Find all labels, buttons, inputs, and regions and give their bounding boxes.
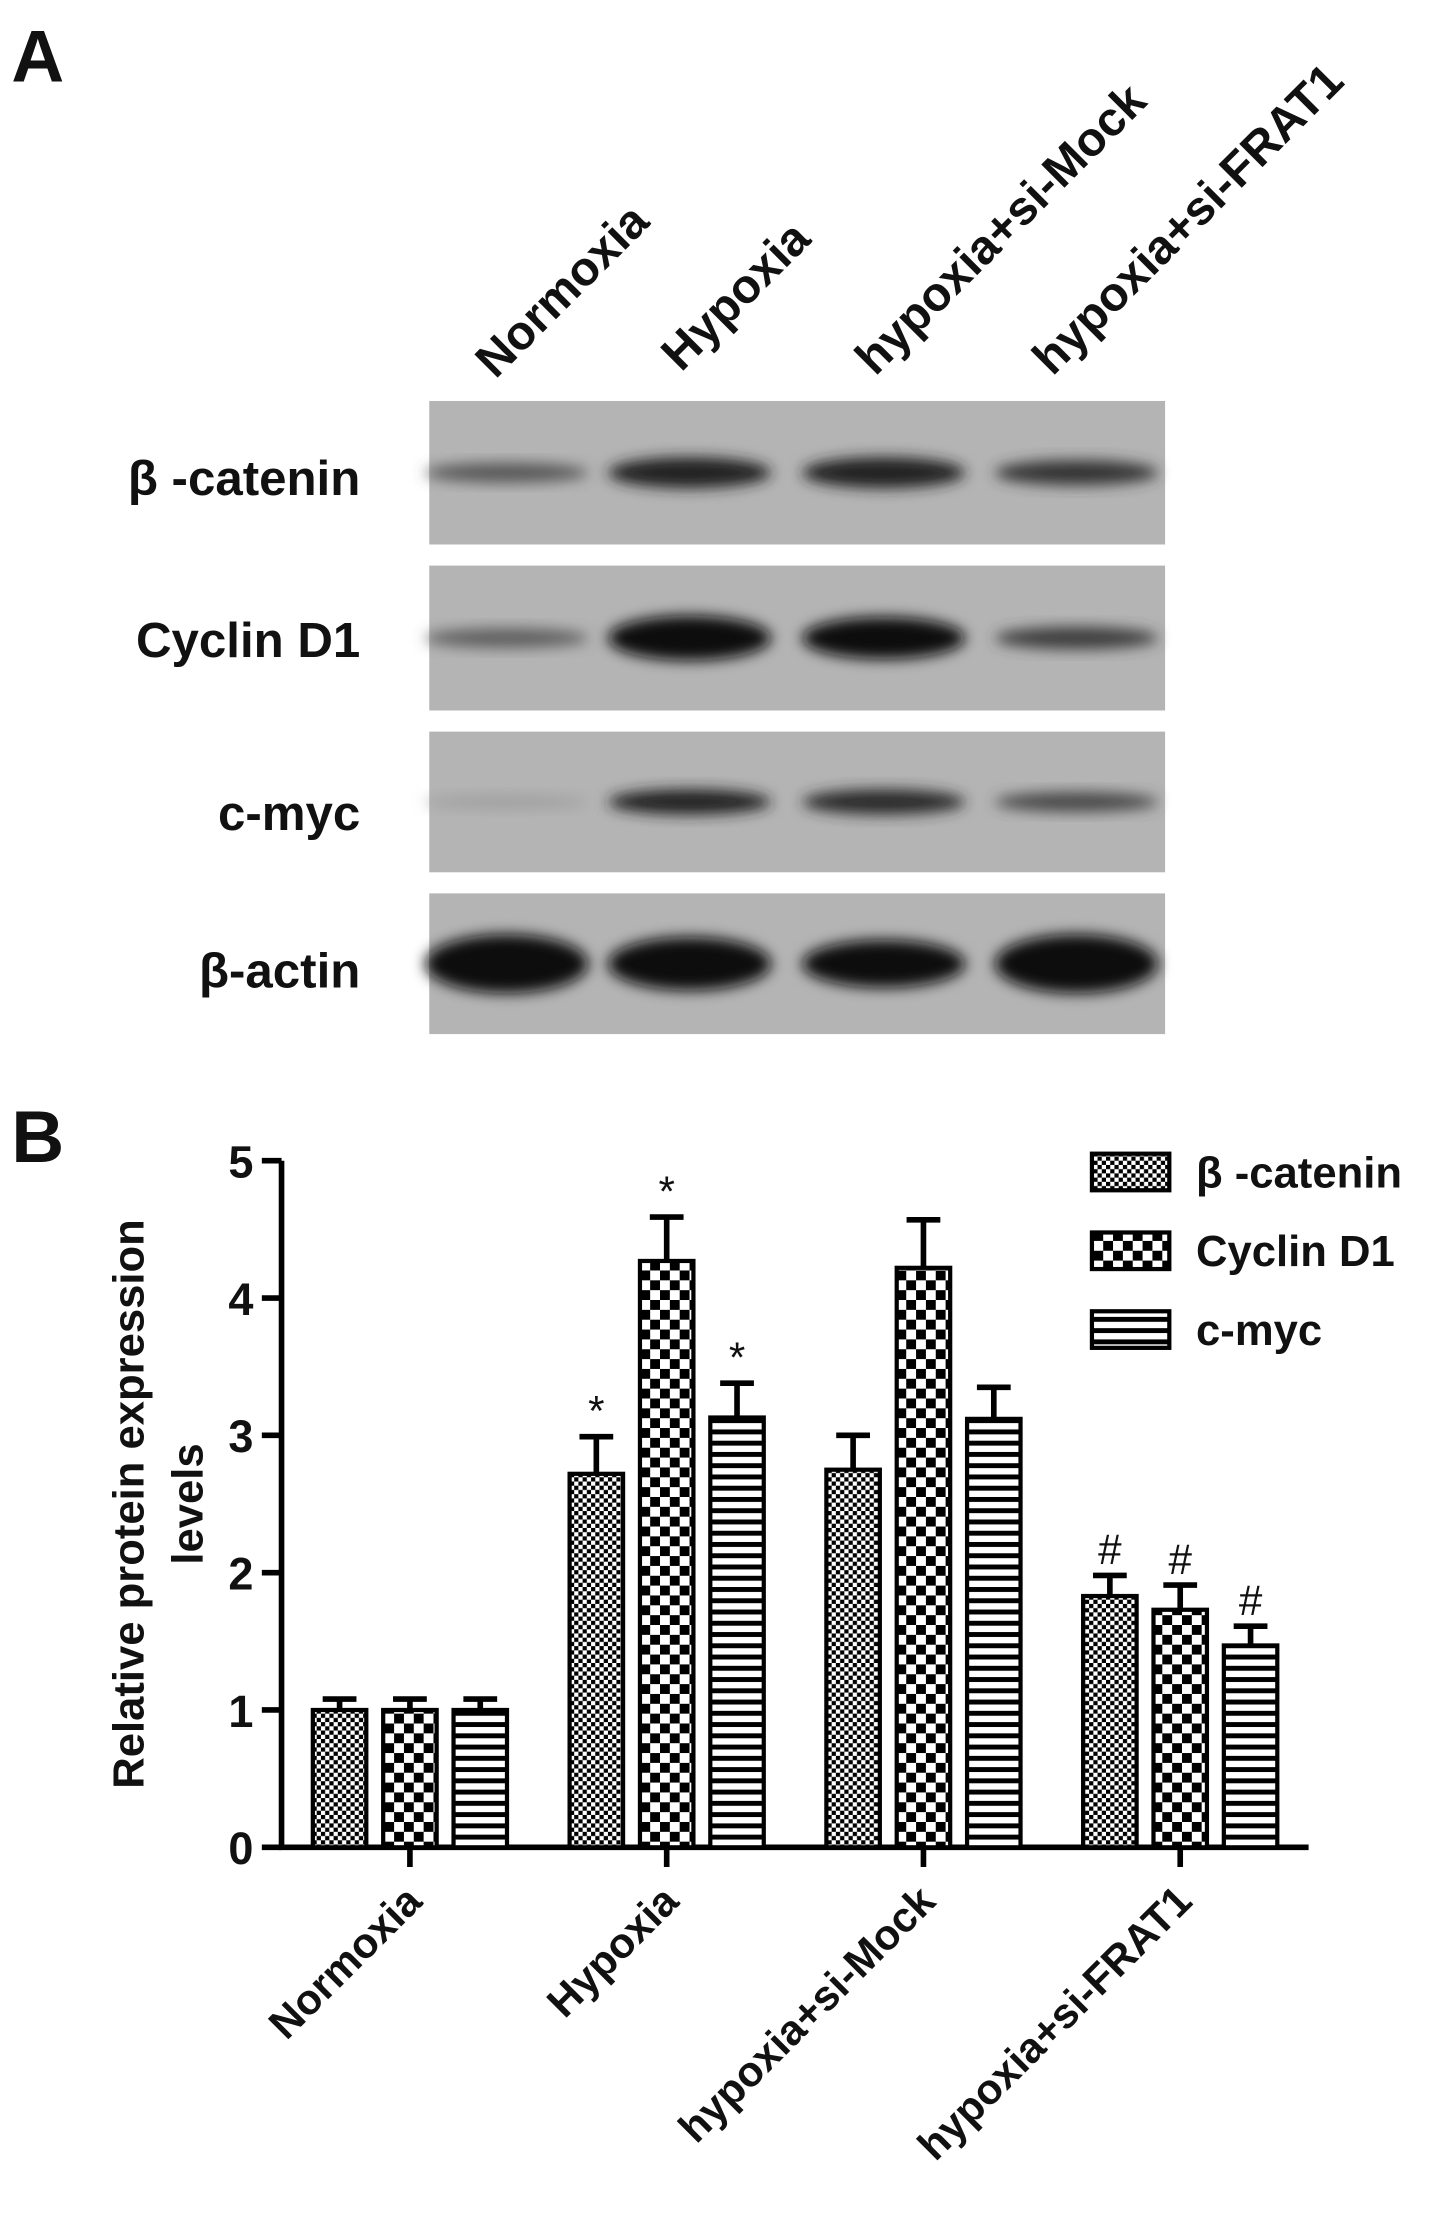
error-bar	[1092, 1572, 1127, 1597]
lane-label: Normoxia	[466, 194, 660, 388]
blot-band	[607, 937, 772, 991]
lane-label: hypoxia+si-FRAT1	[1023, 54, 1354, 385]
error-bar	[720, 1380, 754, 1418]
error-bar	[1233, 1623, 1268, 1646]
blot-band	[994, 460, 1159, 486]
error-bar	[649, 1214, 684, 1261]
bar	[381, 1707, 439, 1850]
bar	[894, 1265, 953, 1850]
bar	[708, 1415, 766, 1850]
bar	[1081, 1593, 1139, 1850]
significance-mark: #	[1239, 1577, 1263, 1624]
blot-band	[994, 934, 1159, 994]
error-bar	[906, 1216, 941, 1268]
bar	[310, 1707, 369, 1850]
error-bar	[393, 1696, 427, 1710]
y-tick-label: 5	[228, 1137, 253, 1188]
bar	[1151, 1607, 1210, 1850]
blot-band	[607, 789, 772, 815]
legend-swatch	[1089, 1151, 1172, 1193]
bar	[637, 1258, 696, 1850]
legend-swatch	[1089, 1230, 1172, 1272]
significance-mark: *	[729, 1334, 745, 1381]
bar	[824, 1467, 882, 1850]
blot-band	[425, 628, 589, 648]
y-tick-label: 4	[228, 1274, 253, 1325]
significance-mark: #	[1168, 1536, 1192, 1583]
y-axis-label: Relative protein expression	[106, 1219, 154, 1789]
bar	[1221, 1643, 1280, 1850]
legend-swatch	[1089, 1309, 1172, 1350]
error-bar	[322, 1696, 357, 1710]
x-tick-label: Normoxia	[260, 1876, 431, 2047]
row-label: c-myc	[218, 786, 360, 841]
y-tick-label: 0	[228, 1823, 253, 1874]
error-bar	[579, 1433, 614, 1474]
blot-band	[994, 792, 1159, 812]
blot-band	[802, 789, 966, 815]
y-tick-label: 1	[228, 1686, 253, 1737]
x-tick-label: Hypoxia	[538, 1876, 688, 2026]
blot-band	[802, 457, 966, 489]
blot-band	[607, 615, 772, 661]
bar	[567, 1471, 626, 1850]
blot-band	[425, 462, 589, 483]
legend-label: c-myc	[1196, 1307, 1322, 1355]
x-tick-label: hypoxia+si-FRAT1	[909, 1877, 1201, 2169]
y-axis-label: levels	[165, 1443, 213, 1564]
error-bar	[836, 1432, 870, 1470]
panel-label: A	[11, 16, 64, 98]
lane-label: Hypoxia	[651, 211, 820, 380]
significance-mark: *	[658, 1168, 674, 1215]
blot-band	[802, 616, 966, 660]
error-bar	[1163, 1582, 1198, 1610]
row-label: β -catenin	[128, 451, 361, 506]
error-bar	[463, 1696, 498, 1710]
lane-label: hypoxia+si-Mock	[846, 74, 1157, 385]
error-bar	[976, 1384, 1011, 1419]
panel-label: B	[11, 1096, 64, 1178]
bar-chart: 0 1 2 3 4 5 Relative protein expression levels N…	[106, 1137, 1402, 2169]
blot-band	[994, 626, 1159, 650]
blot-band	[425, 934, 589, 994]
legend-label: Cyclin D1	[1196, 1228, 1395, 1276]
x-tick-label: hypoxia+si-Mock	[669, 1876, 944, 2151]
row-label: β-actin	[199, 944, 360, 999]
blot-band	[425, 794, 589, 809]
y-tick-label: 3	[228, 1411, 253, 1462]
y-tick-label: 2	[228, 1549, 253, 1600]
significance-mark: #	[1098, 1526, 1122, 1573]
blot-band	[607, 457, 772, 489]
bar	[451, 1707, 510, 1850]
legend-label: β -catenin	[1196, 1149, 1402, 1197]
significance-mark: *	[588, 1387, 604, 1434]
blot-band	[802, 939, 966, 988]
row-label: Cyclin D1	[136, 613, 360, 668]
bar	[964, 1416, 1023, 1850]
